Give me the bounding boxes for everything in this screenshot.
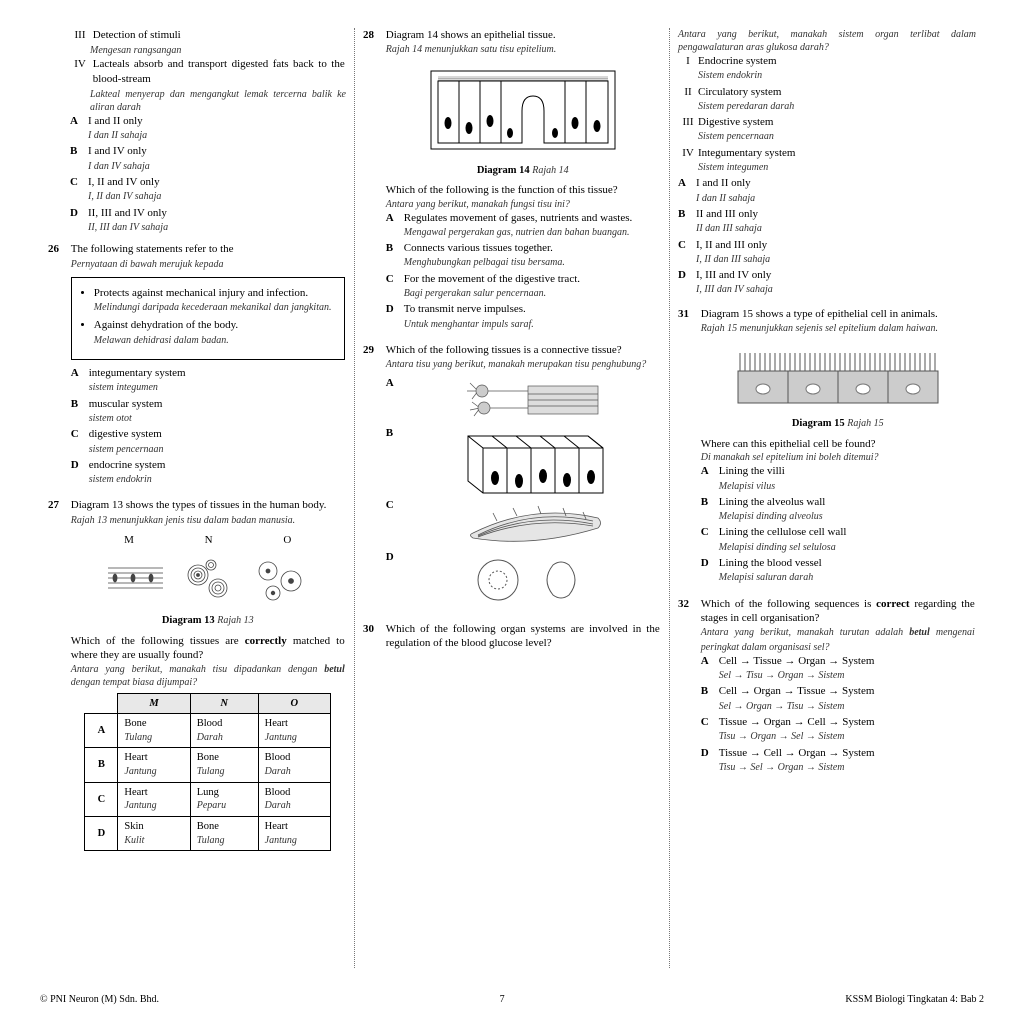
q31-stem-ms: Rajah 15 menunjukkan sejenis sel epiteli… <box>701 323 938 334</box>
d13-caption: Diagram 13 <box>162 615 215 626</box>
opt-B: B <box>70 144 88 158</box>
opt-A: A <box>701 464 719 478</box>
q25-options: AI and II onlyI dan II sahajaBI and IV o… <box>70 114 346 234</box>
opt-C: C <box>678 238 696 252</box>
opt-D: D <box>70 206 88 220</box>
q30-stem-en: Which of the following organ systems are… <box>386 622 660 651</box>
opt-C: C <box>71 427 89 441</box>
box1-en: Protects against mechanical injury and i… <box>94 287 308 299</box>
iii-ms: Mengesan rangsangan <box>70 44 346 57</box>
column-2: 28 Diagram 14 shows an epithelial tissue… <box>355 28 670 968</box>
q28-stem-en: Diagram 14 shows an epithelial tissue. <box>386 29 556 41</box>
opt-D: D <box>678 268 696 282</box>
diagram-14 <box>386 63 660 158</box>
q26-num: 26 <box>48 242 68 256</box>
opt-B: B <box>386 241 404 255</box>
opt-C: C <box>701 525 719 539</box>
footer-right: KSSM Biologi Tingkatan 4: Bab 2 <box>845 993 984 1006</box>
diagram-15 <box>701 341 975 411</box>
diagram-13 <box>71 553 345 608</box>
q31-ask-en: Where can this epithelial cell be found? <box>701 437 975 451</box>
opt-A: A <box>70 114 88 128</box>
column-1: III Detection of stimuli Mengesan rangsa… <box>40 28 355 968</box>
q26-stem-ms: Pernyataan di bawah merujuk kepada <box>71 259 224 270</box>
q29-fig-a <box>458 376 608 424</box>
q27-stem-ms: Rajah 13 menunjukkan jenis tisu dalam ba… <box>71 515 295 526</box>
opt-A: A <box>701 654 719 668</box>
q31-ask-ms: Di manakah sel epitelium ini boleh ditem… <box>701 451 975 464</box>
opt-C: C <box>701 715 719 729</box>
opt-D: D <box>701 556 719 570</box>
q28-ask-en: Which of the following is the function o… <box>386 183 660 197</box>
q28-ask-ms: Antara yang berikut, manakah fungsi tisu… <box>386 198 660 211</box>
d14-caption-ms: Rajah 14 <box>532 165 568 176</box>
q28-stem-ms: Rajah 14 menunjukkan satu tisu epitelium… <box>386 44 557 55</box>
q32-num: 32 <box>678 597 698 611</box>
opt-B: B <box>678 207 696 221</box>
opt-D: D <box>71 458 89 472</box>
opt-D: D <box>701 746 719 760</box>
q29-fig-b <box>458 426 608 496</box>
q29-A: A <box>386 376 404 390</box>
q27-num: 27 <box>48 498 68 512</box>
q29-C: C <box>386 498 404 512</box>
label-n: N <box>205 533 213 547</box>
q27-table: MNO ABoneTulangBloodDarahHeartJantungBHe… <box>84 693 331 852</box>
q29-B: B <box>386 426 404 440</box>
q28-num: 28 <box>363 28 383 42</box>
q29-stem-ms: Antara tisu yang berikut, manakah merupa… <box>386 359 647 370</box>
q31-options: ALining the villiMelapisi vilusBLining t… <box>701 464 975 584</box>
footer-left: © PNI Neuron (M) Sdn. Bhd. <box>40 993 159 1006</box>
q31-stem-en: Diagram 15 shows a type of epithelial ce… <box>701 308 938 320</box>
q29-stem-en: Which of the following tissues is a conn… <box>386 344 622 356</box>
q32-options: ACell → Tissue → Organ → SystemSel → Tis… <box>701 654 975 774</box>
q27-ask: Which of the following tissues are corre… <box>71 634 345 663</box>
opt-A: A <box>678 176 696 190</box>
q30-roman-list: IEndocrine systemSistem endokrinIICircul… <box>678 54 976 174</box>
q26-options: Aintegumentary systemsistem integumenBmu… <box>71 366 345 486</box>
opt-B: B <box>71 397 89 411</box>
box1-ms: Melindungi daripada kecederaan mekanikal… <box>94 302 332 313</box>
q28-options: ARegulates movement of gases, nutrients … <box>386 211 660 331</box>
column-3: Antara yang berikut, manakah sistem orga… <box>670 28 984 968</box>
q30-stem-ms: Antara yang berikut, manakah sistem orga… <box>678 28 976 54</box>
page-columns: III Detection of stimuli Mengesan rangsa… <box>40 28 984 968</box>
iv-ms: Lakteal menyerap dan mengangkut lemak te… <box>70 88 346 114</box>
d13-caption-ms: Rajah 13 <box>217 615 253 626</box>
box2-ms: Melawan dehidrasi dalam badan. <box>94 335 229 346</box>
q31-num: 31 <box>678 307 698 321</box>
opt-D: D <box>386 302 404 316</box>
page-footer: © PNI Neuron (M) Sdn. Bhd. 7 KSSM Biolog… <box>40 993 984 1006</box>
box2-en: Against dehydration of the body. <box>94 319 238 331</box>
opt-A: A <box>386 211 404 225</box>
iii-en: Detection of stimuli <box>93 28 345 42</box>
roman-iv: IV <box>70 57 90 71</box>
q29-fig-c <box>458 498 608 548</box>
d15-caption: Diagram 15 <box>792 418 845 429</box>
label-m: M <box>124 533 134 547</box>
d14-caption: Diagram 14 <box>477 165 530 176</box>
roman-iii: III <box>70 28 90 42</box>
q26-stem-en: The following statements refer to the <box>71 243 234 255</box>
q32-stem-en: Which of the following sequences is corr… <box>701 598 975 624</box>
opt-B: B <box>701 495 719 509</box>
q27-stem-en: Diagram 13 shows the types of tissues in… <box>71 499 327 511</box>
iv-en: Lacteals absorb and transport digested f… <box>93 57 345 86</box>
footer-center: 7 <box>500 993 505 1006</box>
q29-num: 29 <box>363 343 383 357</box>
q29-fig-d <box>458 550 608 610</box>
q30-options: AI and II onlyI dan II sahajaBII and III… <box>678 176 976 296</box>
d15-caption-ms: Rajah 15 <box>847 418 883 429</box>
opt-A: A <box>71 366 89 380</box>
opt-C: C <box>70 175 88 189</box>
opt-B: B <box>701 684 719 698</box>
q26-box: Protects against mechanical injury and i… <box>71 277 345 360</box>
opt-C: C <box>386 272 404 286</box>
q29-D: D <box>386 550 404 564</box>
label-o: O <box>283 533 291 547</box>
q30-num: 30 <box>363 622 383 636</box>
q32-stem-ms: Antara yang berikut, manakah turutan ada… <box>701 627 975 652</box>
